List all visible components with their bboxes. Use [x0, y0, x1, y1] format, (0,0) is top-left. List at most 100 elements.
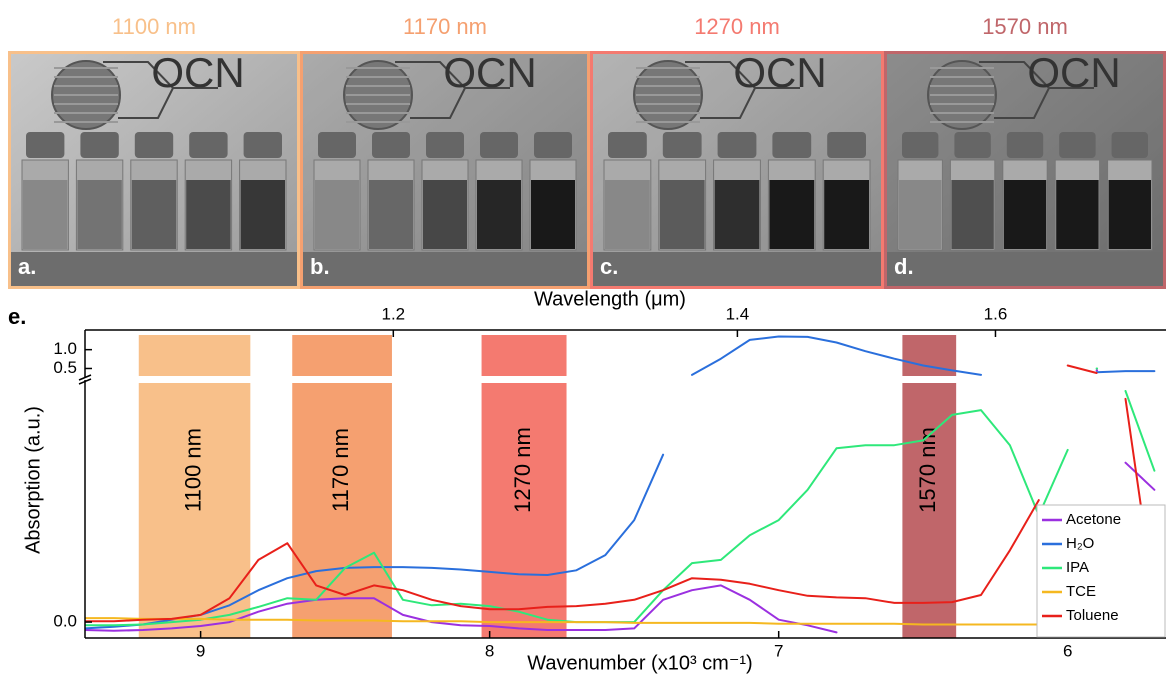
vial — [313, 159, 361, 251]
panel-letter: b. — [310, 254, 330, 279]
vial-liquid — [315, 180, 359, 249]
x-tick-label: 7 — [774, 641, 783, 660]
x-tick-label: 9 — [196, 641, 205, 660]
x2-tick-label: 1.2 — [381, 304, 405, 323]
x-tick-label: 6 — [1063, 641, 1072, 660]
x-tick-label: 8 — [485, 641, 494, 660]
vial-cap — [480, 132, 518, 158]
vial-cap — [80, 132, 119, 158]
vial — [658, 159, 707, 251]
axis-break — [78, 374, 92, 381]
vial-liquid — [605, 180, 650, 249]
band-upper — [292, 335, 392, 376]
vial-cap — [134, 132, 174, 158]
series-line — [1124, 461, 1156, 491]
band-label: 1570 nm — [915, 427, 940, 513]
series-line — [1066, 364, 1098, 374]
series-line — [85, 584, 838, 634]
panel-title: 1570 nm — [982, 14, 1068, 39]
legend-label: TCE — [1066, 583, 1096, 600]
vial — [603, 159, 652, 251]
y-tick-label: 1.0 — [53, 339, 77, 358]
panel-title: 1100 nm — [112, 14, 196, 39]
panel-border — [8, 51, 300, 289]
panel-border — [300, 51, 590, 289]
legend-label: IPA — [1066, 559, 1089, 576]
vial-liquid — [769, 180, 815, 249]
photo-panel: 1170 nm OCN b. — [300, 14, 590, 289]
vial-cap — [1111, 132, 1148, 158]
photo-panel: 1570 nm OCN d. — [884, 14, 1166, 289]
vial-liquid — [77, 180, 122, 249]
vial-liquid — [951, 180, 994, 249]
vial-liquid — [23, 180, 68, 249]
vial-liquid — [369, 180, 413, 249]
circuit-lines — [685, 61, 800, 119]
panel-title: 1170 nm — [403, 14, 487, 39]
photo-panel: 1100 nm OCN a. — [8, 14, 300, 289]
vial — [21, 159, 69, 251]
x2-tick-label: 1.4 — [726, 304, 750, 323]
vial-liquid — [1108, 180, 1151, 249]
vial — [75, 159, 124, 251]
axis-break — [78, 378, 92, 385]
vial-liquid — [131, 180, 177, 249]
vial-cap — [243, 132, 282, 158]
vial-cap — [827, 132, 866, 158]
vial — [130, 159, 178, 251]
band-lower — [481, 383, 567, 638]
vial-cap — [717, 132, 757, 158]
vial-cap — [608, 132, 647, 158]
y-axis-title: Absorption (a.u.) — [22, 406, 44, 554]
panel-letter: a. — [18, 254, 36, 279]
vial — [897, 159, 943, 251]
band-upper — [481, 335, 567, 376]
vial-liquid — [659, 180, 705, 249]
logo-text: OCN — [733, 49, 826, 96]
logo-text: OCN — [151, 49, 244, 96]
figure-label: e. — [8, 304, 26, 329]
vial-cap — [318, 132, 356, 158]
logo-text: OCN — [1027, 49, 1120, 96]
series-line — [1124, 390, 1156, 472]
x2-tick-label: 1.6 — [984, 304, 1008, 323]
vial-liquid — [477, 180, 521, 249]
band-label: 1270 nm — [510, 427, 535, 513]
band-lower — [292, 383, 392, 638]
vial-cap — [1059, 132, 1096, 158]
panel-border — [590, 51, 884, 289]
vial-cap — [372, 132, 410, 158]
vial-cap — [189, 132, 228, 158]
band-label: 1170 nm — [328, 428, 353, 512]
vial-cap — [534, 132, 572, 158]
shelf — [887, 252, 1163, 286]
vial-cap — [426, 132, 464, 158]
vial-liquid — [824, 180, 869, 249]
vial-liquid — [531, 180, 575, 249]
shelf — [593, 252, 881, 286]
band-upper — [138, 335, 251, 376]
panel-letter: d. — [894, 254, 914, 279]
vial-cap — [662, 132, 702, 158]
vial-liquid — [423, 180, 467, 249]
photo-panel: 1270 nm OCN c. — [590, 14, 884, 289]
vial-cap — [902, 132, 939, 158]
shelf — [303, 252, 587, 286]
series-line — [85, 499, 1040, 623]
y-tick-label: 0.0 — [53, 612, 77, 631]
band-label: 1100 nm — [180, 428, 205, 512]
vial-liquid — [240, 180, 285, 249]
vial-cap — [954, 132, 991, 158]
panel-title: 1270 nm — [694, 14, 780, 39]
legend-label: H₂O — [1066, 535, 1094, 552]
vial-cap — [26, 132, 65, 158]
circuit-lines — [395, 61, 510, 119]
series-line — [85, 617, 1156, 627]
vial-liquid — [1003, 180, 1047, 249]
panel-border — [884, 51, 1166, 289]
panel-letter: c. — [600, 254, 618, 279]
series-line — [1095, 370, 1156, 374]
photo-row: 1100 nm OCN a. 1170 nm OCN b. 1270 nm OCN c. 1570… — [8, 14, 1166, 289]
band-lower — [902, 383, 957, 638]
